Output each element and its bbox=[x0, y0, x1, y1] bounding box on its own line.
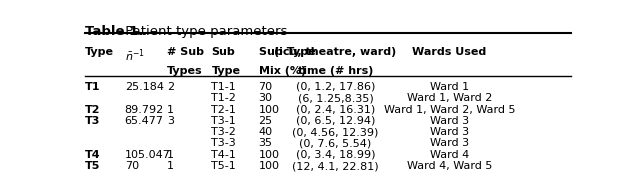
Text: time (# hrs): time (# hrs) bbox=[298, 66, 373, 76]
Text: T5: T5 bbox=[85, 161, 100, 171]
Text: Sub Type: Sub Type bbox=[259, 47, 315, 57]
Text: 65.477: 65.477 bbox=[125, 116, 164, 126]
Text: (6, 1.25,8.35): (6, 1.25,8.35) bbox=[298, 93, 373, 103]
Text: Type: Type bbox=[85, 47, 114, 57]
Text: 89.792: 89.792 bbox=[125, 104, 164, 115]
Text: T2: T2 bbox=[85, 104, 100, 115]
Text: # Sub: # Sub bbox=[167, 47, 204, 57]
Text: 25.184: 25.184 bbox=[125, 82, 164, 92]
Text: (0, 6.5, 12.94): (0, 6.5, 12.94) bbox=[296, 116, 375, 126]
Text: T3-3: T3-3 bbox=[211, 138, 236, 149]
Text: Types: Types bbox=[167, 66, 202, 76]
Text: 1: 1 bbox=[167, 104, 174, 115]
Text: Sub: Sub bbox=[211, 47, 235, 57]
Text: 3: 3 bbox=[167, 116, 174, 126]
Text: T5-1: T5-1 bbox=[211, 161, 236, 171]
Text: 40: 40 bbox=[259, 127, 273, 137]
Text: T1-1: T1-1 bbox=[211, 82, 236, 92]
Text: 70: 70 bbox=[125, 161, 139, 171]
Text: 2: 2 bbox=[167, 82, 174, 92]
Text: Ward 3: Ward 3 bbox=[430, 116, 469, 126]
Text: T1-2: T1-2 bbox=[211, 93, 236, 103]
Text: T3-1: T3-1 bbox=[211, 116, 236, 126]
Text: (0, 3.4, 18.99): (0, 3.4, 18.99) bbox=[296, 150, 375, 160]
Text: $\bar{n}^{-1}$: $\bar{n}^{-1}$ bbox=[125, 47, 145, 64]
Text: 100: 100 bbox=[259, 150, 280, 160]
Text: T2-1: T2-1 bbox=[211, 104, 236, 115]
Text: Ward 4: Ward 4 bbox=[430, 150, 469, 160]
Text: T3-2: T3-2 bbox=[211, 127, 236, 137]
Text: 1: 1 bbox=[167, 161, 174, 171]
Text: T4: T4 bbox=[85, 150, 100, 160]
Text: Ward 1, Ward 2: Ward 1, Ward 2 bbox=[407, 93, 492, 103]
Text: (0, 7.6, 5.54): (0, 7.6, 5.54) bbox=[300, 138, 372, 149]
Text: (0, 1.2, 17.86): (0, 1.2, 17.86) bbox=[296, 82, 375, 92]
Text: 35: 35 bbox=[259, 138, 273, 149]
Text: Mix (%): Mix (%) bbox=[259, 66, 306, 76]
Text: 30: 30 bbox=[259, 93, 273, 103]
Text: Ward 1, Ward 2, Ward 5: Ward 1, Ward 2, Ward 5 bbox=[384, 104, 515, 115]
Text: Ward 3: Ward 3 bbox=[430, 138, 469, 149]
Text: (0, 4.56, 12.39): (0, 4.56, 12.39) bbox=[292, 127, 379, 137]
Text: Ward 4, Ward 5: Ward 4, Ward 5 bbox=[407, 161, 492, 171]
Text: Ward 1: Ward 1 bbox=[430, 82, 469, 92]
Text: 70: 70 bbox=[259, 82, 273, 92]
Text: 100: 100 bbox=[259, 161, 280, 171]
Text: (0, 2.4, 16.31): (0, 2.4, 16.31) bbox=[296, 104, 375, 115]
Text: Ward 3: Ward 3 bbox=[430, 127, 469, 137]
Text: T1: T1 bbox=[85, 82, 100, 92]
Text: Wards Used: Wards Used bbox=[412, 47, 486, 57]
Text: T4-1: T4-1 bbox=[211, 150, 236, 160]
Text: Table 1.: Table 1. bbox=[85, 25, 143, 38]
Text: T3: T3 bbox=[85, 116, 100, 126]
Text: 100: 100 bbox=[259, 104, 280, 115]
Text: 25: 25 bbox=[259, 116, 273, 126]
Text: (12, 4.1, 22.81): (12, 4.1, 22.81) bbox=[292, 161, 379, 171]
Text: 1: 1 bbox=[167, 150, 174, 160]
Text: 105.047: 105.047 bbox=[125, 150, 170, 160]
Text: (icu, theatre, ward): (icu, theatre, ward) bbox=[275, 47, 397, 57]
Text: Type: Type bbox=[211, 66, 241, 76]
Text: Patient type parameters: Patient type parameters bbox=[121, 25, 287, 38]
